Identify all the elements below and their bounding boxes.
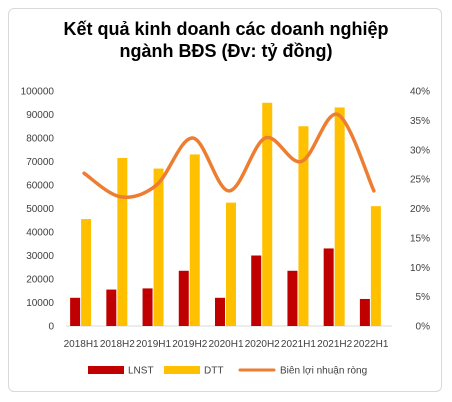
y-tick-label: 60000 bbox=[26, 181, 54, 192]
y-tick-label: 50000 bbox=[26, 204, 54, 215]
y2-tick-label: 5% bbox=[416, 292, 431, 303]
y-tick-label: 30000 bbox=[26, 251, 54, 262]
y2-tick-label: 0% bbox=[416, 322, 431, 333]
x-tick-label: 2021H1 bbox=[281, 339, 316, 350]
legend-swatch-lnst bbox=[88, 366, 124, 374]
legend-label-lnst: LNST bbox=[128, 366, 154, 377]
bar-dtt-2020h1 bbox=[226, 202, 236, 326]
y-tick-label: 90000 bbox=[26, 110, 54, 121]
x-tick-label: 2021H2 bbox=[317, 339, 352, 350]
bar-dtt-2022h1 bbox=[370, 206, 381, 326]
x-tick-label: 2020H2 bbox=[245, 339, 280, 350]
bar-lnst-2021h1 bbox=[287, 270, 298, 326]
legend-label-dtt: DTT bbox=[204, 366, 223, 377]
bar-dtt-2021h1 bbox=[298, 126, 309, 326]
y2-tick-label: 30% bbox=[410, 145, 430, 156]
legend-swatch-dtt bbox=[164, 366, 200, 374]
x-tick-label: 2018H2 bbox=[100, 339, 135, 350]
y2-tick-label: 35% bbox=[410, 116, 430, 127]
bar-dtt-2018h1 bbox=[81, 219, 92, 326]
chart-title-line1: Kết quả kinh doanh các doanh nghiệp bbox=[63, 19, 389, 39]
bar-lnst-2020h1 bbox=[215, 297, 225, 326]
y2-tick-label: 15% bbox=[410, 233, 430, 244]
y-tick-label: 10000 bbox=[26, 298, 54, 309]
bar-lnst-2019h1 bbox=[142, 288, 153, 326]
x-tick-label: 2022H1 bbox=[353, 339, 388, 350]
bar-dtt-2020h2 bbox=[262, 102, 273, 326]
y2-tick-label: 20% bbox=[410, 204, 430, 215]
bar-lnst-2018h2 bbox=[106, 289, 117, 326]
y-tick-label: 100000 bbox=[21, 87, 55, 98]
bar-lnst-2022h1 bbox=[359, 298, 370, 326]
line-bien-loi-nhuan-rong bbox=[82, 112, 376, 199]
y2-tick-label: 25% bbox=[410, 175, 430, 186]
y-tick-label: 70000 bbox=[26, 157, 54, 168]
x-tick-label: 2019H1 bbox=[136, 339, 171, 350]
bar-dtt-2019h2 bbox=[189, 154, 200, 326]
y-tick-label: 20000 bbox=[26, 275, 54, 286]
y-tick-label: 0 bbox=[48, 322, 54, 333]
y-tick-label: 40000 bbox=[26, 228, 54, 239]
x-tick-label: 2019H2 bbox=[172, 339, 207, 350]
x-tick-label: 2018H1 bbox=[64, 339, 99, 350]
x-tick-label: 2020H1 bbox=[208, 339, 243, 350]
bar-lnst-2020h2 bbox=[251, 255, 262, 326]
bar-lnst-2021h2 bbox=[323, 248, 334, 326]
y-tick-label: 80000 bbox=[26, 134, 54, 145]
bar-lnst-2019h2 bbox=[178, 270, 189, 326]
y2-tick-label: 40% bbox=[410, 87, 430, 98]
legend-label-bien-loi-nhuan-rong: Biên lợi nhuận ròng bbox=[280, 366, 367, 377]
y2-tick-label: 10% bbox=[410, 263, 430, 274]
bar-dtt-2019h1 bbox=[153, 168, 164, 326]
bar-lnst-2018h1 bbox=[70, 297, 81, 326]
bar-dtt-2018h2 bbox=[117, 157, 128, 326]
chart-title-line2: ngành BĐS (Đv: tỷ đồng) bbox=[119, 41, 333, 61]
chart-frame bbox=[8, 8, 442, 392]
bar-dtt-2021h2 bbox=[334, 107, 345, 326]
chart-title: Kết quả kinh doanh các doanh nghiệp ngàn… bbox=[0, 18, 452, 62]
